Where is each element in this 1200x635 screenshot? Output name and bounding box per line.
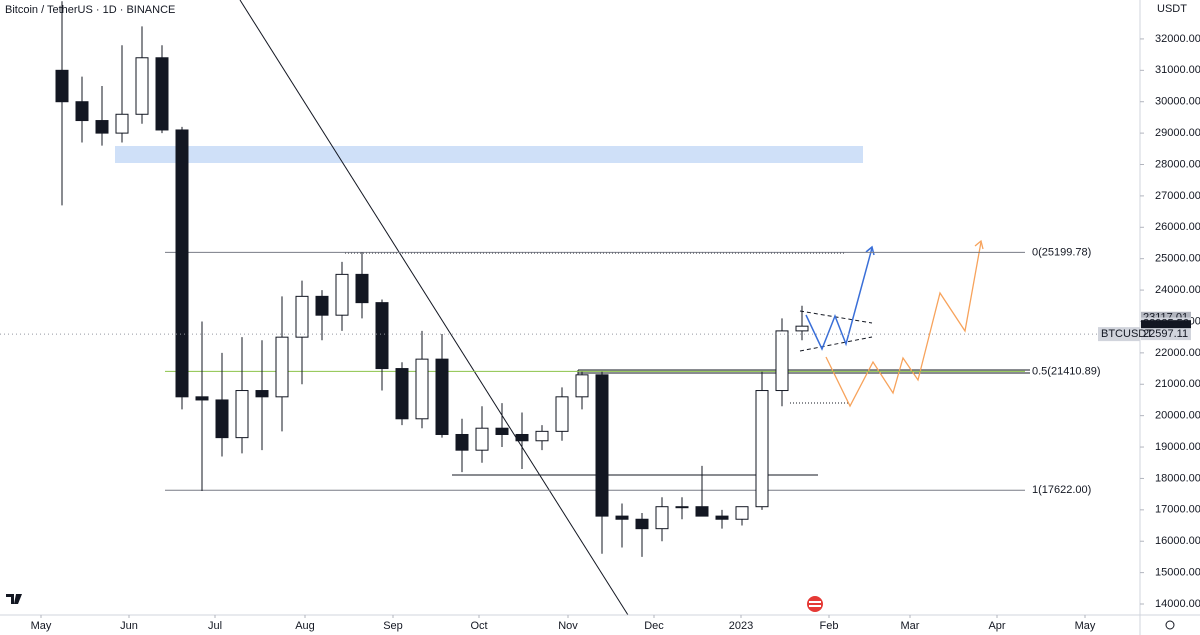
y-tick-label: 26000.00 bbox=[1155, 221, 1200, 233]
y-tick-label: 30000.00 bbox=[1155, 96, 1200, 108]
y-tick-label: 20000.00 bbox=[1155, 410, 1200, 422]
candle-body bbox=[555, 396, 569, 432]
candle-body bbox=[335, 273, 349, 316]
candle-body bbox=[255, 390, 269, 398]
y-tick-label: 32000.00 bbox=[1155, 33, 1200, 45]
x-tick-label: Apr bbox=[988, 620, 1005, 632]
fib-label: 0.5(21410.89) bbox=[1032, 365, 1101, 377]
candle-body bbox=[315, 295, 329, 316]
candle-body bbox=[655, 506, 669, 530]
x-tick-label: Jul bbox=[208, 620, 222, 632]
y-tick-label: 24000.00 bbox=[1155, 284, 1200, 296]
symbol-tag bbox=[1098, 327, 1140, 342]
candle-body bbox=[515, 433, 529, 442]
candle-body bbox=[755, 390, 769, 508]
candle-body bbox=[535, 430, 549, 442]
fib-label: 0(25199.78) bbox=[1032, 246, 1091, 258]
x-tick-label: May bbox=[1075, 620, 1096, 632]
candle-body bbox=[635, 518, 649, 530]
candle-body bbox=[75, 101, 89, 122]
x-tick-label: Feb bbox=[820, 620, 839, 632]
fib-label: 1(17622.00) bbox=[1032, 484, 1091, 496]
x-tick-label: Sep bbox=[383, 620, 403, 632]
y-tick-label: 16000.00 bbox=[1155, 535, 1200, 547]
currency-selector[interactable]: USDT bbox=[1157, 3, 1187, 15]
chart-title: Bitcoin / TetherUS · 1D · BINANCE bbox=[5, 4, 175, 16]
candle-body bbox=[675, 506, 689, 509]
candle-body bbox=[735, 506, 749, 520]
trend-line bbox=[239, 0, 629, 616]
candle-body bbox=[575, 374, 589, 398]
y-tick-label: 17000.00 bbox=[1155, 504, 1200, 516]
candle-body bbox=[375, 302, 389, 370]
candle-body bbox=[115, 113, 129, 134]
x-tick-label: Dec bbox=[644, 620, 664, 632]
y-tick-label: 29000.00 bbox=[1155, 127, 1200, 139]
x-tick-label: 2023 bbox=[729, 620, 753, 632]
arrow-head bbox=[974, 239, 984, 250]
candle-body bbox=[95, 120, 109, 134]
y-tick-label: 18000.00 bbox=[1155, 472, 1200, 484]
x-tick-label: Jun bbox=[120, 620, 138, 632]
y-tick-label: 19000.00 bbox=[1155, 441, 1200, 453]
symbol-label: BTCUSDT bbox=[1101, 328, 1153, 340]
candle-body bbox=[235, 390, 249, 439]
candle-body bbox=[55, 69, 69, 103]
projection-orange bbox=[825, 241, 982, 408]
candle-body bbox=[195, 396, 209, 401]
candle-body bbox=[135, 57, 149, 115]
settings-icon[interactable] bbox=[1165, 620, 1175, 630]
x-tick-label: Mar bbox=[901, 620, 920, 632]
y-tick-label: 14000.00 bbox=[1155, 598, 1200, 610]
y-tick-label: 27000.00 bbox=[1155, 190, 1200, 202]
candle-body bbox=[295, 295, 309, 338]
candle-body bbox=[695, 506, 709, 517]
flag-icon bbox=[807, 596, 823, 612]
candle-body bbox=[215, 399, 229, 439]
price-tag bbox=[1141, 328, 1191, 341]
resistance-zone bbox=[115, 146, 863, 163]
candle-body bbox=[175, 129, 189, 398]
candle-body bbox=[355, 273, 369, 304]
x-tick-label: Nov bbox=[558, 620, 578, 632]
candle-body bbox=[775, 330, 789, 392]
price-tag-label: 22597.11 bbox=[1143, 328, 1188, 340]
triangle-line bbox=[799, 336, 873, 352]
candle-body bbox=[415, 358, 429, 420]
candle-body bbox=[595, 374, 609, 517]
y-tick-label: 21000.00 bbox=[1155, 378, 1200, 390]
projection-blue bbox=[805, 247, 873, 351]
candle-body bbox=[455, 433, 469, 451]
y-tick-label: 25000.00 bbox=[1155, 253, 1200, 265]
y-tick-label: 31000.00 bbox=[1155, 64, 1200, 76]
tv-logo bbox=[6, 594, 22, 604]
y-tick-label: 28000.00 bbox=[1155, 158, 1200, 170]
x-tick-label: Oct bbox=[470, 620, 487, 632]
x-tick-label: May bbox=[31, 620, 52, 632]
candle-body bbox=[155, 57, 169, 131]
candle-body bbox=[395, 368, 409, 420]
x-tick-label: Aug bbox=[295, 620, 315, 632]
candle-body bbox=[715, 515, 729, 520]
y-tick-label: 22000.00 bbox=[1155, 347, 1200, 359]
candle-body bbox=[475, 427, 489, 451]
candle-body bbox=[435, 358, 449, 435]
candle-body bbox=[795, 325, 809, 332]
candle-body bbox=[275, 336, 289, 398]
candle-body bbox=[495, 427, 509, 435]
y-tick-label: 15000.00 bbox=[1155, 567, 1200, 579]
candle-body bbox=[615, 515, 629, 520]
